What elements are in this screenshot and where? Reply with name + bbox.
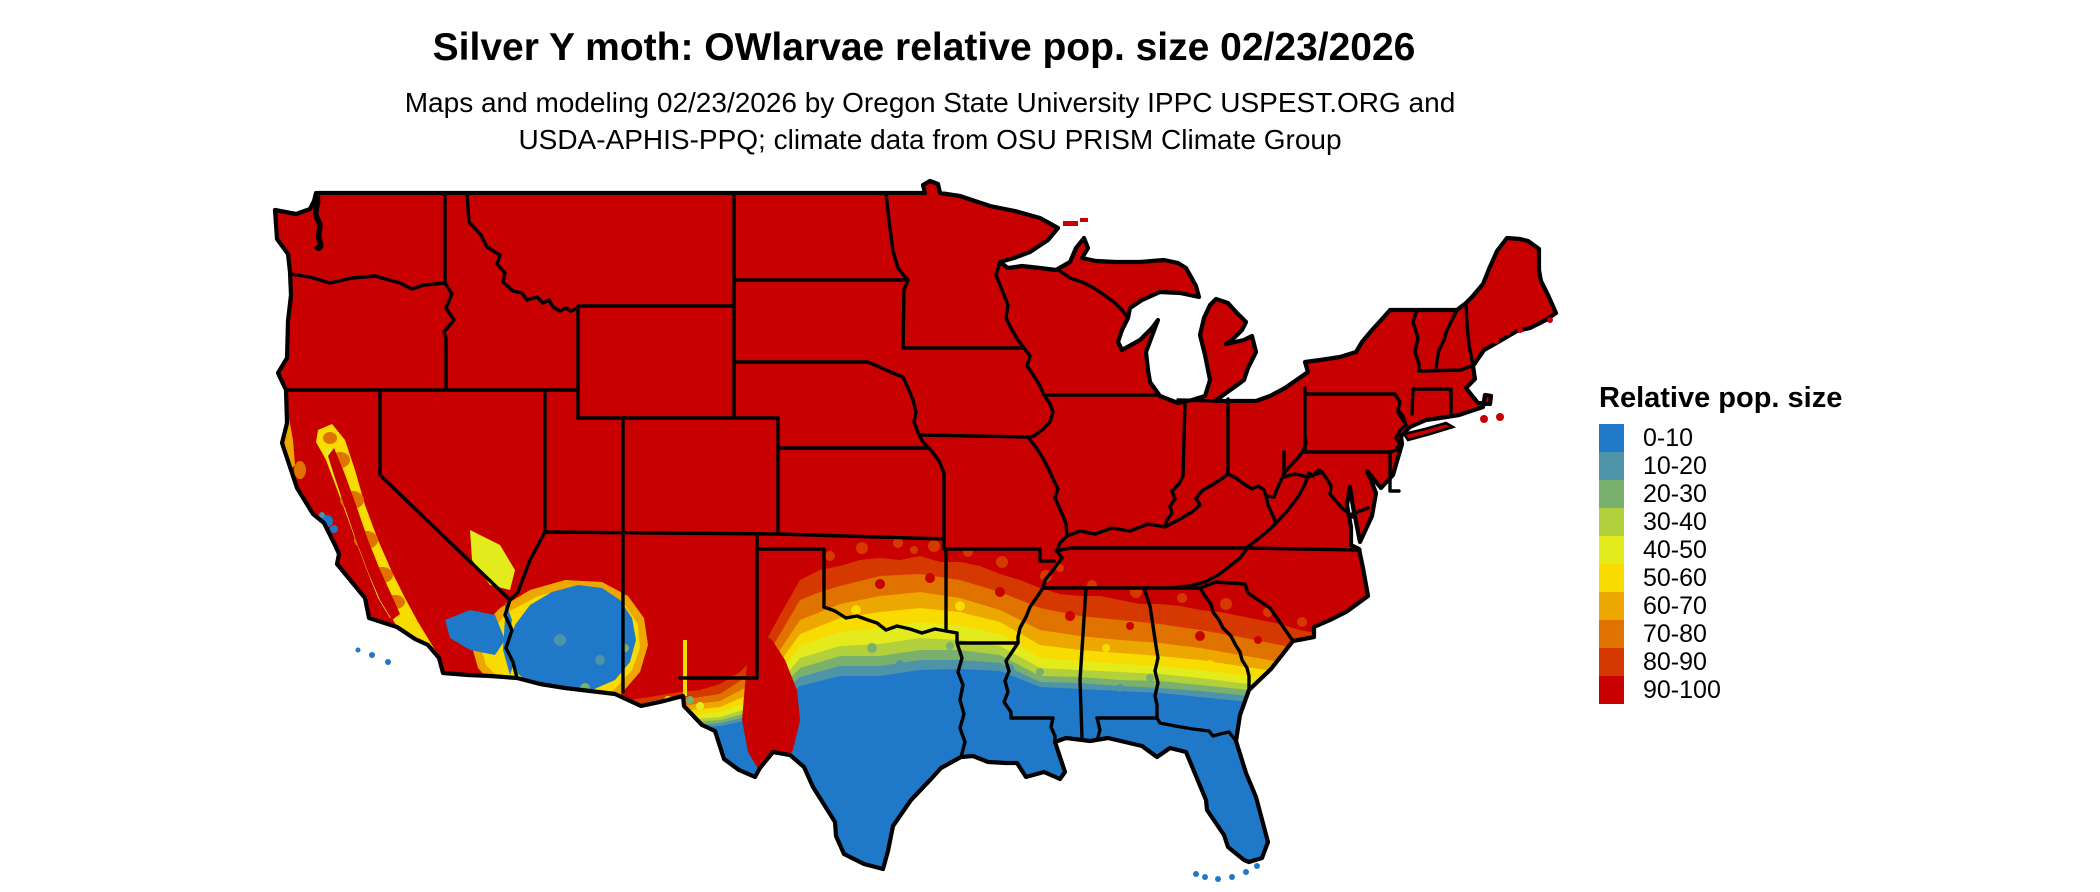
- legend-swatch-30-40: [1599, 508, 1624, 536]
- legend-label: 40-50: [1643, 535, 1707, 564]
- legend-swatch-40-50: [1599, 536, 1624, 564]
- legend-swatch-80-90: [1599, 648, 1624, 676]
- legend-swatch-70-80: [1599, 620, 1624, 648]
- legend-label: 70-80: [1643, 619, 1707, 648]
- legend-item: 50-60: [1599, 564, 1899, 592]
- legend-item: 40-50: [1599, 536, 1899, 564]
- legend-item: 80-90: [1599, 648, 1899, 676]
- legend-swatch-10-20: [1599, 452, 1624, 480]
- legend-label: 80-90: [1643, 647, 1707, 676]
- legend-label: 60-70: [1643, 591, 1707, 620]
- subtitle-line-2: USDA-APHIS-PPQ; climate data from OSU PR…: [518, 124, 1342, 155]
- map-legend: Relative pop. size 0-10 10-20 20-30 30-4…: [1599, 382, 1899, 704]
- legend-label: 0-10: [1643, 423, 1694, 452]
- legend-swatch-0-10: [1599, 424, 1624, 452]
- legend-item: 70-80: [1599, 620, 1899, 648]
- legend-label: 90-100: [1643, 675, 1721, 704]
- legend-swatch-60-70: [1599, 592, 1624, 620]
- legend-item: 60-70: [1599, 592, 1899, 620]
- legend-label: 10-20: [1643, 451, 1707, 480]
- legend-label: 20-30: [1643, 479, 1707, 508]
- legend-title: Relative pop. size: [1599, 382, 1843, 414]
- subtitle-line-1: Maps and modeling 02/23/2026 by Oregon S…: [404, 87, 1456, 118]
- page-subtitle: Maps and modeling 02/23/2026 by Oregon S…: [0, 84, 1860, 158]
- legend-swatch-20-30: [1599, 480, 1624, 508]
- legend-label: 30-40: [1643, 507, 1707, 536]
- legend-item: 0-10: [1599, 424, 1899, 452]
- legend-item: 90-100: [1599, 676, 1899, 704]
- puget-sound-inlet: [312, 195, 324, 251]
- offshore-islands: [355, 218, 1553, 882]
- legend-item: 30-40: [1599, 508, 1899, 536]
- legend-item: 20-30: [1599, 480, 1899, 508]
- legend-label: 50-60: [1643, 563, 1707, 592]
- state-borders: [284, 191, 1475, 759]
- legend-item: 10-20: [1599, 452, 1899, 480]
- page-title: Silver Y moth: OWlarvae relative pop. si…: [432, 26, 1416, 69]
- legend-swatch-90-100: [1599, 676, 1624, 704]
- legend-swatch-50-60: [1599, 564, 1624, 592]
